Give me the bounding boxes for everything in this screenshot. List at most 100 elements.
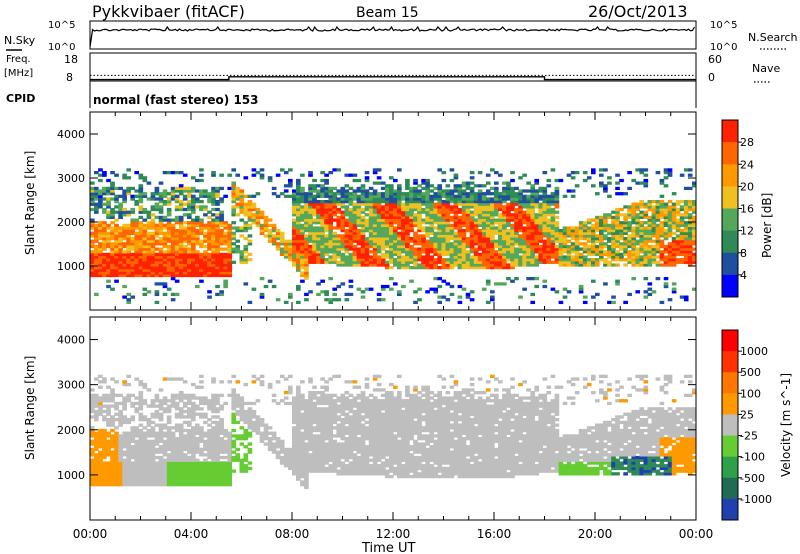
- velocity-cell: [94, 477, 99, 481]
- power-cell: [158, 231, 164, 235]
- velocity-cell: [174, 469, 180, 473]
- power-cell: [389, 184, 394, 188]
- power-cell: [534, 260, 540, 264]
- velocity-cell: [170, 466, 176, 471]
- power-cell: [352, 213, 358, 217]
- power-cell: [498, 242, 503, 246]
- power-cell: [615, 234, 620, 238]
- power-cell: [530, 252, 536, 257]
- power-cell: [296, 221, 301, 225]
- power-cell: [502, 197, 507, 201]
- power-cell: [441, 242, 447, 246]
- power-cell: [542, 234, 548, 238]
- power-cell: [235, 229, 241, 233]
- power-cell: [283, 171, 289, 175]
- power-cell: [182, 173, 188, 177]
- power-cell: [219, 268, 224, 272]
- power-cell: [304, 200, 309, 204]
- power-cell: [615, 213, 620, 217]
- power-cell: [138, 186, 144, 191]
- power-cell: [393, 189, 398, 193]
- velocity-cell: [126, 453, 132, 457]
- power-cell: [316, 234, 321, 238]
- power-cell: [308, 221, 313, 225]
- power-cell: [518, 234, 523, 238]
- power-cell: [150, 223, 156, 228]
- power-cell: [207, 290, 212, 294]
- velocity-cell: [114, 442, 119, 446]
- velocity-cell: [110, 404, 115, 408]
- power-cell: [469, 176, 475, 180]
- power-cell: [162, 194, 168, 198]
- power-cell: [219, 239, 224, 243]
- power-cell: [231, 194, 237, 198]
- power-cell: [243, 213, 249, 217]
- power-cell: [441, 260, 447, 264]
- power-cell: [514, 200, 519, 204]
- power-cell: [461, 229, 467, 233]
- power-cell: [380, 194, 386, 198]
- power-cell: [659, 207, 665, 212]
- power-cell: [316, 247, 321, 251]
- velocity-cell: [215, 420, 220, 425]
- power-cell: [142, 292, 148, 297]
- velocity-cell: [215, 458, 220, 462]
- power-cell: [182, 186, 188, 191]
- power-cell: [413, 205, 418, 209]
- power-cell: [195, 242, 200, 246]
- power-cell: [102, 197, 107, 201]
- power-cell: [627, 250, 632, 254]
- power-cell: [372, 194, 378, 198]
- power-cell: [485, 242, 491, 246]
- power-cell: [150, 260, 156, 264]
- power-cell: [328, 277, 334, 281]
- velocity-cell: [215, 407, 220, 411]
- power-cell: [494, 210, 499, 214]
- power-cell: [243, 237, 249, 241]
- power-cell: [417, 213, 422, 217]
- power-cell: [154, 268, 160, 272]
- velocity-cell: [130, 477, 136, 481]
- velocity-cell: [138, 466, 144, 471]
- power-cell: [550, 260, 556, 264]
- power-cell: [409, 205, 414, 209]
- power-cell: [316, 250, 321, 254]
- power-cell: [316, 202, 321, 206]
- power-cell: [199, 178, 204, 183]
- power-cell: [122, 213, 127, 217]
- power-cell: [187, 252, 192, 257]
- power-cell: [300, 250, 305, 254]
- power-cell: [114, 200, 119, 204]
- power-cell: [199, 223, 204, 228]
- power-cell: [384, 229, 390, 233]
- power-cell: [162, 239, 168, 243]
- power-cell: [425, 192, 430, 196]
- velocity-cell: [142, 382, 148, 387]
- power-cell: [348, 260, 354, 264]
- power-cell: [619, 244, 624, 249]
- velocity-cell: [187, 428, 192, 433]
- power-cell: [534, 237, 540, 241]
- power-cell: [348, 263, 354, 267]
- velocity-cell: [170, 447, 176, 452]
- velocity-cell: [207, 453, 212, 457]
- power-cell: [340, 258, 346, 262]
- velocity-cell: [138, 442, 144, 446]
- power-cell: [296, 205, 301, 209]
- power-cell: [203, 263, 208, 267]
- power-cell: [647, 263, 653, 267]
- power-cell: [219, 234, 224, 238]
- power-cell: [522, 234, 527, 238]
- power-cell: [300, 189, 305, 193]
- velocity-cell: [146, 469, 152, 473]
- power-cell: [211, 247, 216, 251]
- power-cell: [477, 237, 483, 241]
- power-cell: [360, 234, 366, 238]
- velocity-cell: [110, 455, 115, 460]
- power-cell: [312, 189, 317, 193]
- velocity-cell: [150, 466, 156, 471]
- power-cell: [90, 207, 95, 212]
- power-cell: [574, 171, 580, 175]
- power-cell: [671, 210, 677, 214]
- velocity-cell: [134, 409, 140, 414]
